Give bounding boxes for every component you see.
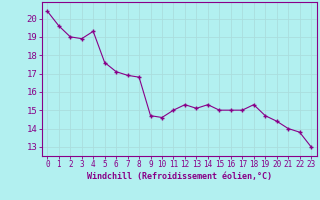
X-axis label: Windchill (Refroidissement éolien,°C): Windchill (Refroidissement éolien,°C): [87, 172, 272, 181]
